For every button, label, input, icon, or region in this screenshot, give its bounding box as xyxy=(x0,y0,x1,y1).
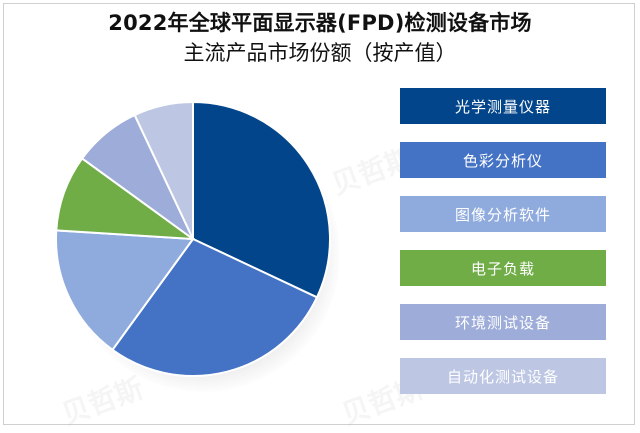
pie-svg xyxy=(55,100,331,377)
pie-slice xyxy=(192,100,331,299)
pie-slice xyxy=(55,229,195,352)
legend: 光学测量仪器 色彩分析仪 图像分析软件 电子负载 环境测试设备 自动化测试设备 xyxy=(400,88,606,412)
chart-title: 2022年全球平面显示器(FPD)检测设备市场 主流产品市场份额（按产值） xyxy=(0,8,640,68)
chart-title-line1: 2022年全球平面显示器(FPD)检测设备市场 xyxy=(108,11,532,35)
pie-chart xyxy=(55,100,340,392)
chart-title-line2: 主流产品市场份额（按产值） xyxy=(183,41,457,65)
legend-item-environmental-test: 环境测试设备 xyxy=(400,304,606,340)
legend-item-optical-measurement: 光学测量仪器 xyxy=(400,88,606,124)
pie-slice xyxy=(111,237,319,377)
legend-item-color-analyzer: 色彩分析仪 xyxy=(400,142,606,178)
pie-slice xyxy=(133,100,194,240)
legend-item-image-analysis-software: 图像分析软件 xyxy=(400,196,606,232)
legend-item-electronic-load: 电子负载 xyxy=(400,250,606,286)
legend-item-automated-test: 自动化测试设备 xyxy=(400,358,606,394)
